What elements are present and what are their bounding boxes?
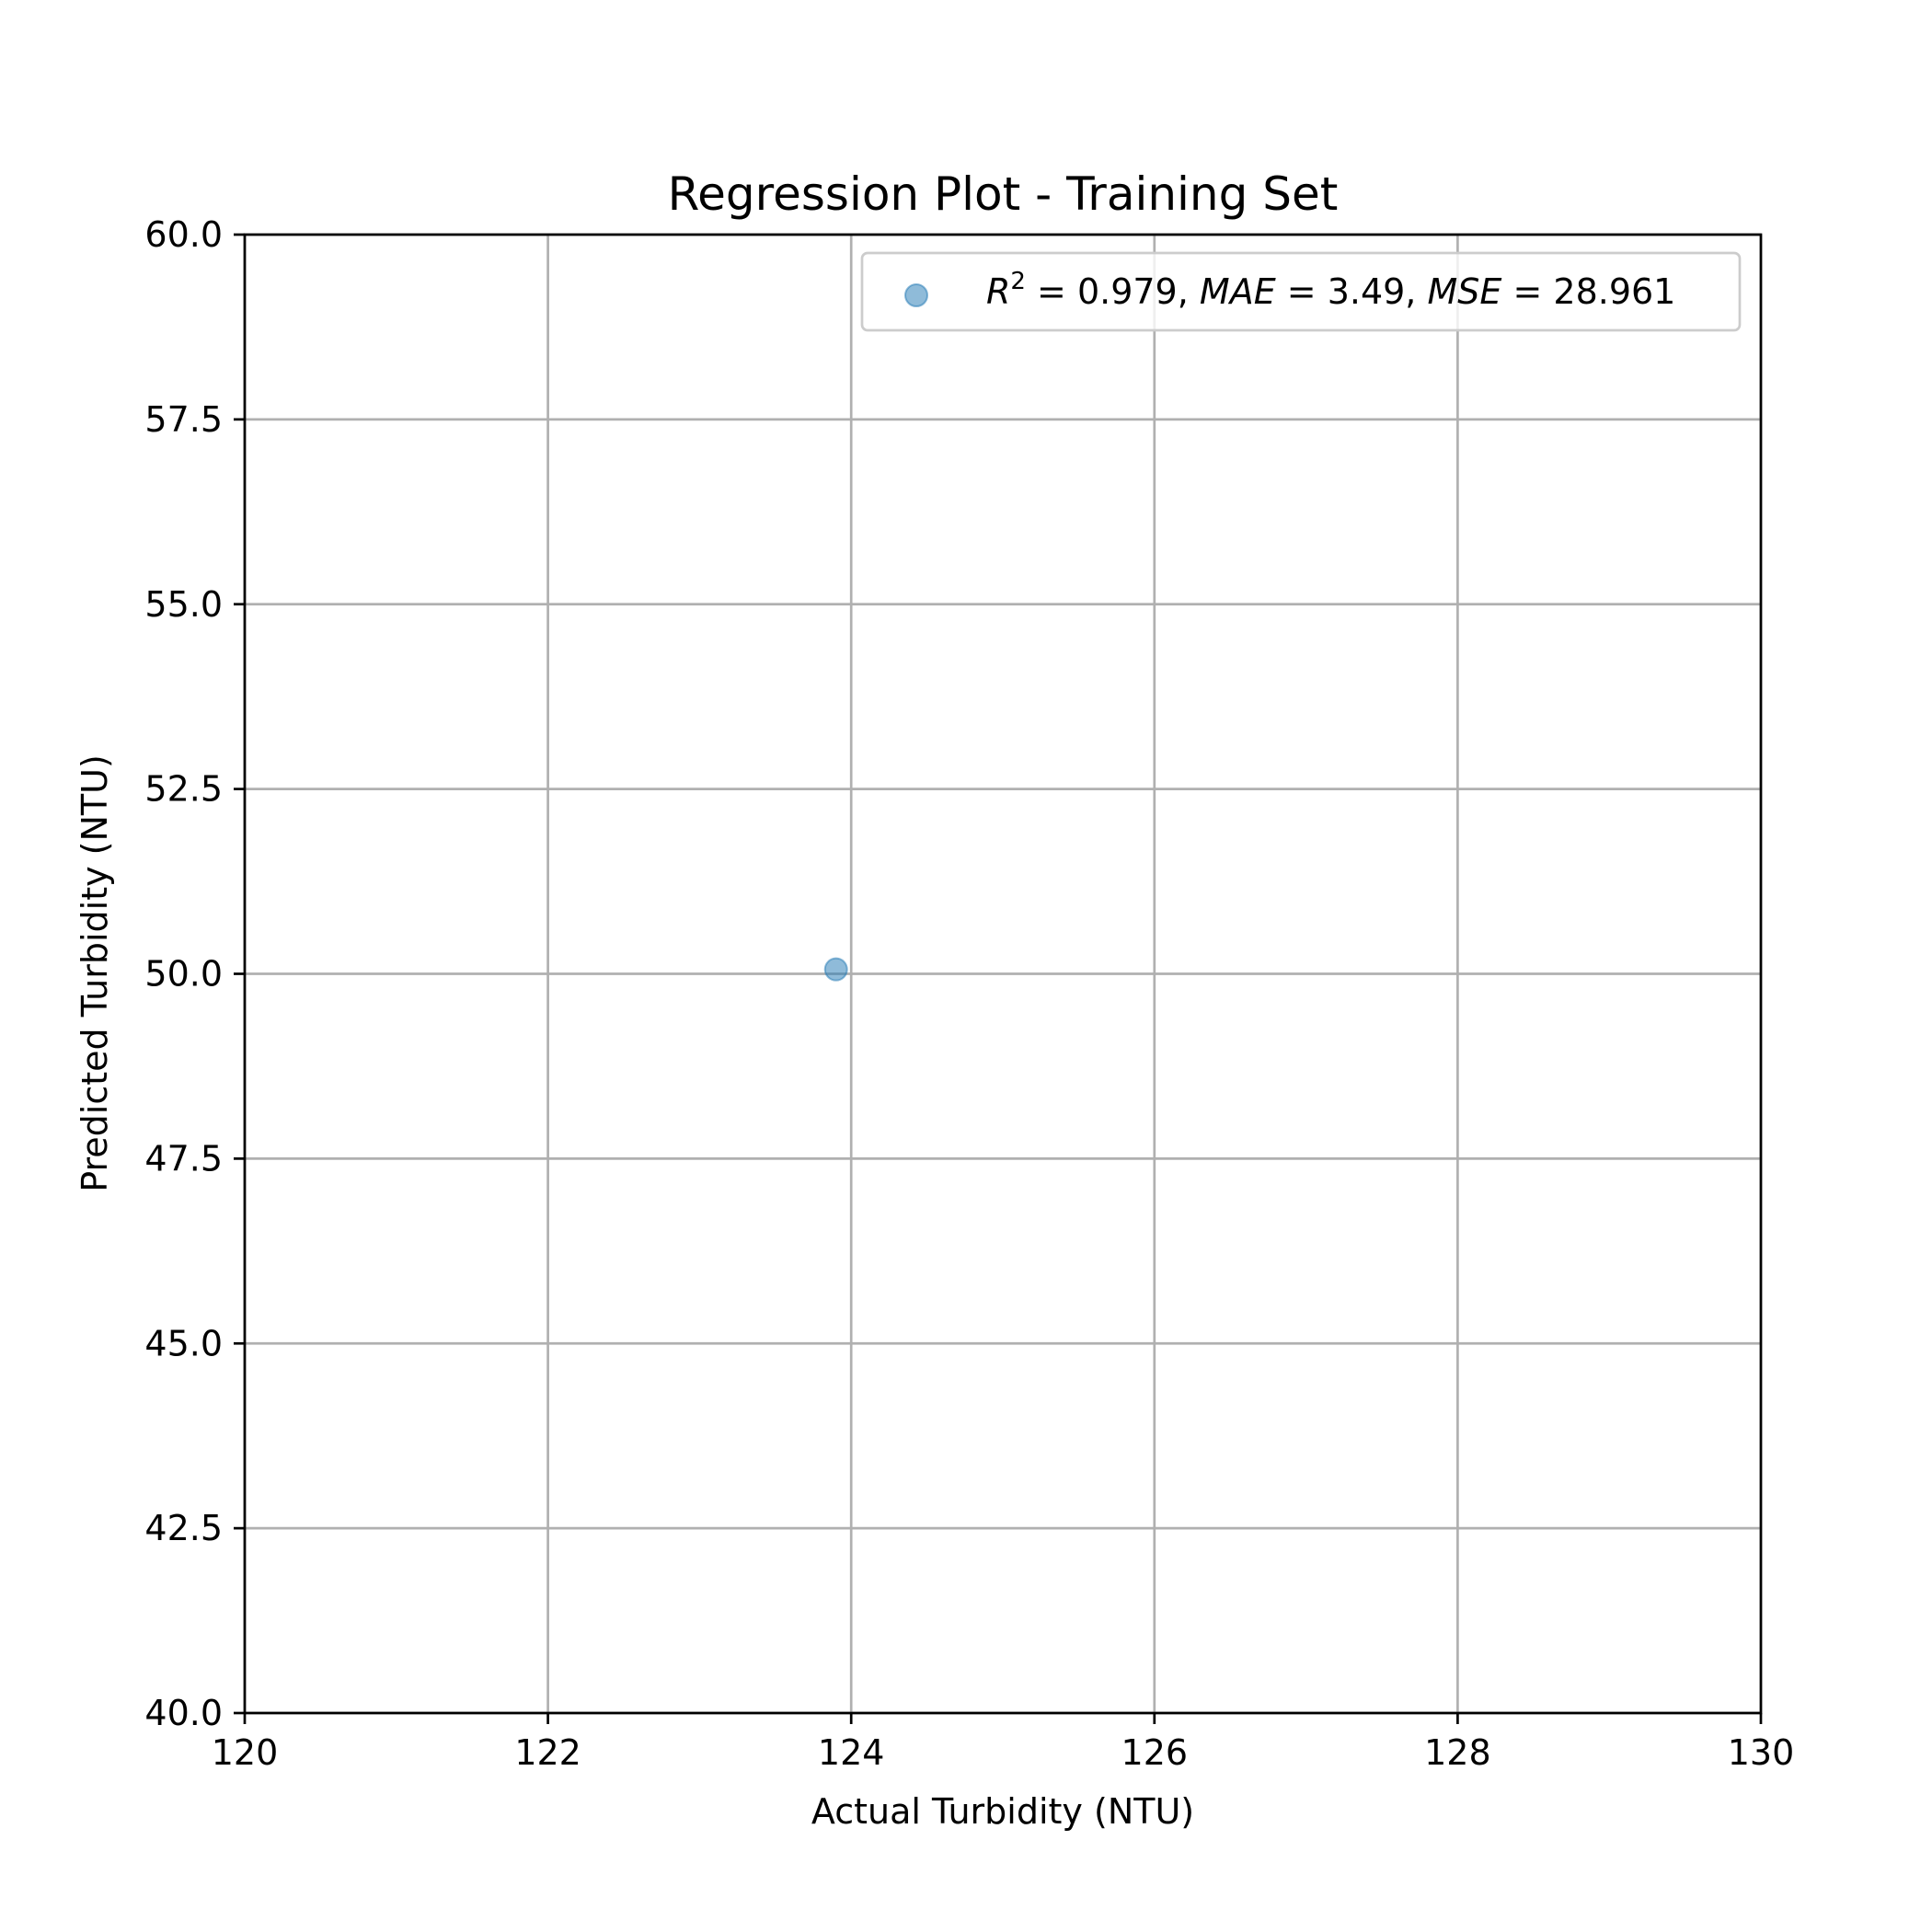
y-tick-label: 40.0 (144, 1693, 223, 1733)
legend-marker (904, 283, 928, 307)
data-points (823, 957, 848, 982)
x-tick-label: 120 (212, 1732, 279, 1773)
x-tick-label: 126 (1121, 1732, 1189, 1773)
legend-mse-label: MSE (1427, 271, 1501, 312)
y-tick-label: 42.5 (144, 1508, 223, 1548)
y-tick-label: 50.0 (144, 954, 223, 995)
scatter-point (823, 957, 848, 982)
legend-mae-value: = 3.49, (1276, 271, 1428, 312)
x-tick-label: 128 (1424, 1732, 1491, 1773)
legend-r2-label: R (986, 271, 1010, 312)
grid (243, 233, 1763, 1715)
legend-box (860, 251, 1742, 332)
x-tick-label: 130 (1728, 1732, 1795, 1773)
legend-r2-sup: 2 (1010, 268, 1026, 295)
y-tick-label: 60.0 (144, 214, 223, 255)
x-tick-label: 122 (514, 1732, 581, 1773)
ticks: 120 122 124 126 128 130 40.0 42.5 45.0 47.5 50.0 52… (144, 214, 1794, 1773)
x-tick-label: 124 (818, 1732, 885, 1773)
legend: R2 = 0.979, MAE = 3.49, MSE = 28.961 (860, 251, 1742, 332)
legend-mse-value: = 28.961 (1501, 271, 1675, 312)
y-tick-label: 47.5 (144, 1138, 223, 1179)
chart-title: Regression Plot - Training Set (668, 167, 1339, 221)
legend-label: R2 = 0.979, MAE = 3.49, MSE = 28.961 (986, 268, 1675, 312)
y-tick-label: 52.5 (144, 769, 223, 810)
y-tick-label: 45.0 (144, 1323, 223, 1363)
y-axis-label: Predicted Turbidity (NTU) (75, 754, 115, 1192)
y-tick-label: 57.5 (144, 399, 223, 440)
x-axis-label: Actual Turbidity (NTU) (811, 1791, 1194, 1832)
y-tick-label: 55.0 (144, 584, 223, 625)
legend-r2-value: = 0.979, (1026, 271, 1200, 312)
legend-mae-label: MAE (1200, 271, 1276, 312)
